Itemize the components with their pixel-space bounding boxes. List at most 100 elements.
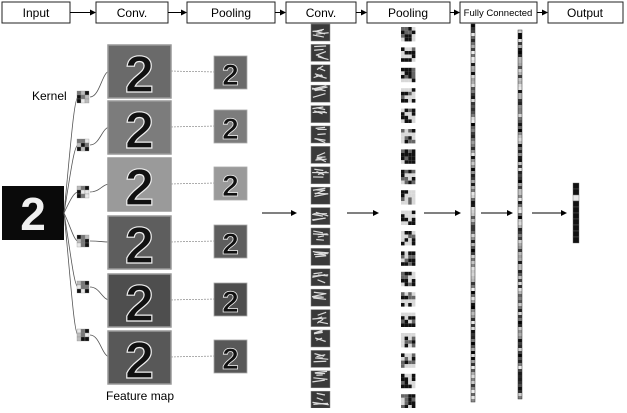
pooling-2-pixel (405, 401, 409, 405)
kernel-cell (81, 91, 85, 95)
fully-connected-unit (471, 57, 475, 60)
pooling-2-pixel (401, 133, 405, 137)
pooling-2-pixel (405, 299, 409, 303)
pooling-2-pixel (405, 47, 409, 51)
kernel-cell (85, 99, 89, 103)
pooling-2-pixel (412, 31, 416, 35)
fully-connected-unit (471, 168, 475, 171)
fully-connected-unit (471, 96, 475, 99)
pooling-2-pixel (401, 129, 405, 133)
stage-label-pooling-1: Pooling (211, 6, 251, 20)
pooling-2-pixel (408, 92, 412, 96)
fully-connected-unit (471, 186, 475, 189)
pooling-2-pixel (405, 197, 409, 201)
fully-connected-unit (518, 96, 522, 99)
fully-connected-unit (471, 99, 475, 102)
kernel-cell (77, 243, 81, 247)
pooled-map-digit: 2 (222, 228, 239, 261)
input-image: 2 (2, 186, 64, 240)
fully-connected-unit (471, 192, 475, 195)
pooling-connector-line (171, 356, 214, 357)
fully-connected-unit (518, 138, 522, 141)
fully-connected-unit (471, 225, 475, 228)
fully-connected-unit (471, 216, 475, 219)
pooling-2-pixel (412, 357, 416, 361)
conv-2-map-stroke (317, 134, 325, 135)
pooling-2-pixel (412, 364, 416, 368)
fully-connected-unit (471, 27, 475, 30)
output-unit (573, 225, 579, 231)
pooling-2-pixel (408, 235, 412, 239)
pooling-2-pixel (405, 211, 409, 215)
kernel-cell (77, 99, 81, 103)
kernel-cell (81, 139, 85, 143)
fully-connected-unit (518, 231, 522, 234)
pooling-2-pixel (401, 173, 405, 177)
conv-2-feature-map (311, 146, 330, 163)
pooling-2-pixel (408, 136, 412, 140)
pooling-2-map (401, 292, 415, 306)
pooling-2-map (401, 251, 415, 265)
fully-connected-unit (471, 81, 475, 84)
fully-connected-unit (471, 135, 475, 138)
pooling-2-pixel (401, 385, 405, 389)
fully-connected-unit (471, 240, 475, 243)
kernel-connection-line (90, 184, 110, 192)
pooling-2-pixel (412, 119, 416, 123)
pooling-2-pixel (408, 398, 412, 402)
pooling-2-pixel (412, 377, 416, 381)
fully-connected-unit (471, 237, 475, 240)
pooling-2-pixel (405, 140, 409, 144)
pooling-2-pixel (405, 340, 409, 344)
output-unit (573, 195, 579, 201)
fully-connected-unit (518, 270, 522, 273)
pooling-2-pixel (401, 112, 405, 116)
kernel-cell (85, 285, 89, 289)
kernel-cell (77, 139, 81, 143)
fully-connected-unit (471, 162, 475, 165)
fully-connected-unit (471, 264, 475, 267)
fully-connected-unit (471, 300, 475, 303)
pooling-2-pixel (412, 401, 416, 405)
pooling-2-pixel (412, 313, 416, 317)
pooled-map-digit: 2 (222, 286, 239, 319)
pooling-2-pixel (412, 51, 416, 55)
fully-connected-unit (471, 48, 475, 51)
fully-connected-unit (471, 132, 475, 135)
pooling-2-pixel (408, 27, 412, 31)
pooling-2-pixel (412, 381, 416, 385)
fully-connected-unit (471, 267, 475, 270)
pooling-2-pixel (408, 364, 412, 368)
pooling-2-pixel (405, 34, 409, 38)
pooling-2-pixel (412, 133, 416, 137)
fully-connected-unit (471, 330, 475, 333)
fully-connected-unit (518, 309, 522, 312)
pooling-2-pixel (412, 153, 416, 157)
pooling-2-pixel (408, 160, 412, 164)
fully-connected-unit (518, 210, 522, 213)
pooling-2-pixel (405, 170, 409, 174)
pooling-2-pixel (401, 364, 405, 368)
pooling-2-pixel (405, 381, 409, 385)
pooling-2-pixel (408, 231, 412, 235)
pooling-2-pixel (405, 377, 409, 381)
pooling-2-pixel (405, 275, 409, 279)
fully-connected-unit (518, 216, 522, 219)
conv-2-map-stroke (316, 239, 324, 240)
fully-connected-unit (471, 351, 475, 354)
fully-connected-unit (471, 384, 475, 387)
pooling-2-pixel (412, 136, 416, 140)
pooling-2-pixel (405, 344, 409, 348)
fully-connected-unit (518, 252, 522, 255)
pooling-2-pixel (408, 58, 412, 62)
kernel-label: Kernel (32, 89, 67, 103)
kernel-cell (81, 190, 85, 194)
fully-connected-unit (471, 24, 475, 27)
fully-connected-unit (518, 264, 522, 267)
fully-connected-unit (471, 246, 475, 249)
fully-connected-unit (471, 198, 475, 201)
pooling-2-pixel (412, 296, 416, 300)
fully-connected-unit (471, 111, 475, 114)
pooling-2-pixel (408, 68, 412, 72)
feature-map: 2 (108, 331, 171, 390)
